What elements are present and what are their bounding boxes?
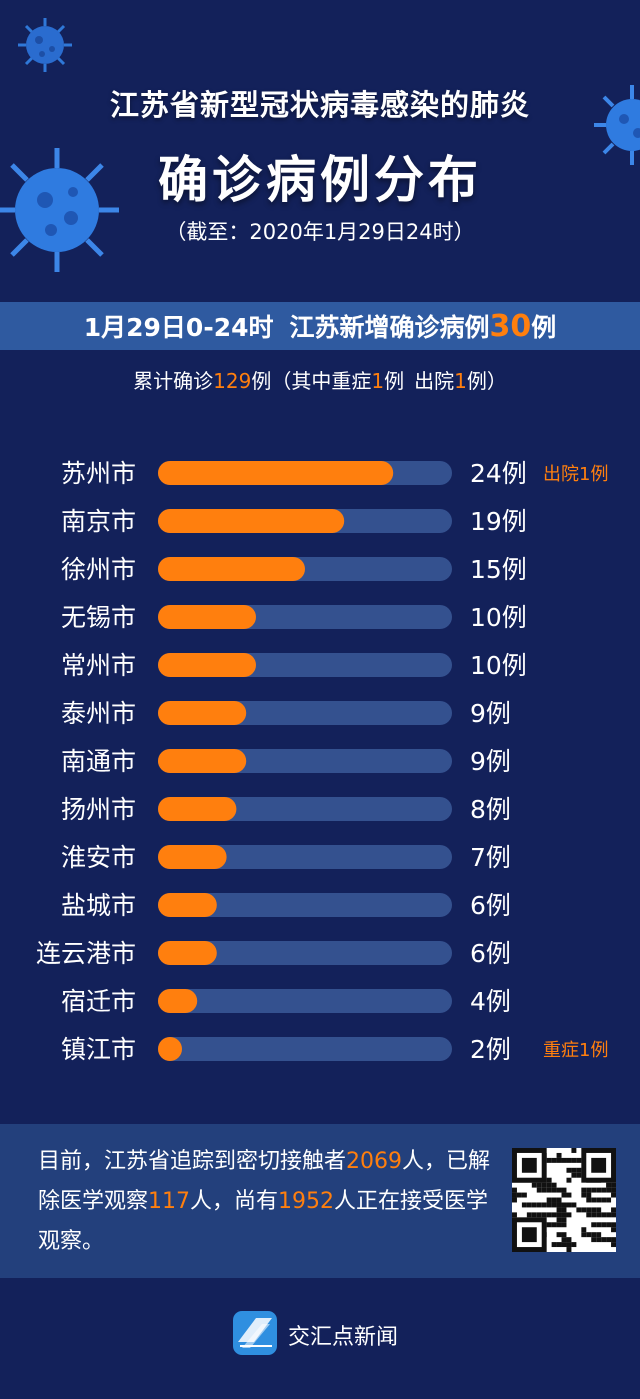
bar-track [158,1037,452,1061]
category-label: 苏州市 [61,459,136,488]
released-count: 117 [148,1189,191,1214]
value-label: 15例 [470,555,527,584]
bar [158,461,394,485]
contact-text-2: 人，已解除医学观察 [38,1149,491,1214]
value-label: 10例 [470,603,527,632]
category-label: 南通市 [61,747,136,776]
new-cases-suffix: 例 [531,313,557,342]
bar [158,989,198,1013]
new-cases-period: 1月29日0-24时 [83,313,274,342]
category-label: 常州市 [61,651,136,680]
bar [158,797,237,821]
contact-tracing-text: 目前，江苏省追踪到密切接触者2069人，已解除医学观察117人，尚有1952人正… [38,1142,498,1262]
bar [158,749,247,773]
virus-icon [0,148,119,272]
bar-track [158,845,452,869]
new-cases-count: 30 [489,308,532,344]
bar [158,701,247,725]
value-label: 4例 [470,987,511,1016]
contacts-count: 2069 [346,1149,403,1174]
bar [158,557,305,581]
discharged-count: 1 [454,369,467,393]
value-label: 8例 [470,795,511,824]
contact-tracing-panel: 目前，江苏省追踪到密切接触者2069人，已解除医学观察117人，尚有1952人正… [0,1124,640,1278]
observing-count: 1952 [278,1189,335,1214]
cumulative-total: 129 [213,369,252,393]
cumulative-mid2: 例 [384,369,405,393]
bar-track [158,941,452,965]
bar-track [158,989,452,1013]
bar-track [158,893,452,917]
value-label: 6例 [470,891,511,920]
qr-code-icon [512,1148,616,1252]
contact-text-3: 人，尚有 [190,1189,279,1214]
new-cases-prefix: 江苏新增确诊病例 [289,313,490,342]
bar-note: 出院1例 [543,464,608,485]
value-label: 9例 [470,699,511,728]
virus-icon [594,85,640,165]
bar [158,845,227,869]
brand-name: 交汇点新闻 [288,1325,399,1350]
as-of-date: （截至：2020年1月29日24时） [165,220,475,244]
cumulative-mid1: 例（其中重症 [251,369,372,393]
category-label: 连云港市 [36,939,136,968]
category-label: 淮安市 [61,843,136,872]
severe-count: 1 [371,369,385,393]
bar [158,941,217,965]
value-label: 9例 [470,747,511,776]
value-label: 19例 [470,507,527,536]
page-subtitle: 江苏省新型冠状病毒感染的肺炎 [109,88,530,122]
category-label: 扬州市 [61,795,136,824]
bar [158,1037,182,1061]
bar [158,893,217,917]
contact-text-4: 人正在接受医学观察。 [38,1189,489,1254]
bar [158,509,345,533]
bar [158,605,256,629]
category-label: 徐州市 [61,555,136,584]
bar [158,653,256,677]
category-label: 泰州市 [61,699,136,728]
category-label: 无锡市 [61,603,136,632]
value-label: 6例 [470,939,511,968]
cumulative-summary: 累计确诊129例（其中重症1例 出院1例） [0,365,640,394]
category-label: 南京市 [61,507,136,536]
page-title: 确诊病例分布 [158,151,482,209]
value-label: 7例 [470,843,511,872]
value-label: 2例 [470,1035,511,1064]
value-label: 10例 [470,651,527,680]
value-label: 24例 [470,459,527,488]
bar-note: 重症1例 [543,1040,608,1061]
virus-icon [18,18,72,72]
cumulative-mid3: 出院 [414,369,455,393]
cumulative-suffix: 例） [466,369,507,393]
category-label: 盐城市 [61,891,136,920]
category-label: 镇江市 [61,1035,136,1064]
cumulative-prefix: 累计确诊 [133,369,214,393]
contact-text-1: 目前，江苏省追踪到密切接触者 [38,1149,347,1174]
new-cases-band: 1月29日0-24时 江苏新增确诊病例 30 例 [0,302,640,350]
news-logo-icon [233,1311,277,1355]
category-label: 宿迁市 [61,987,136,1016]
